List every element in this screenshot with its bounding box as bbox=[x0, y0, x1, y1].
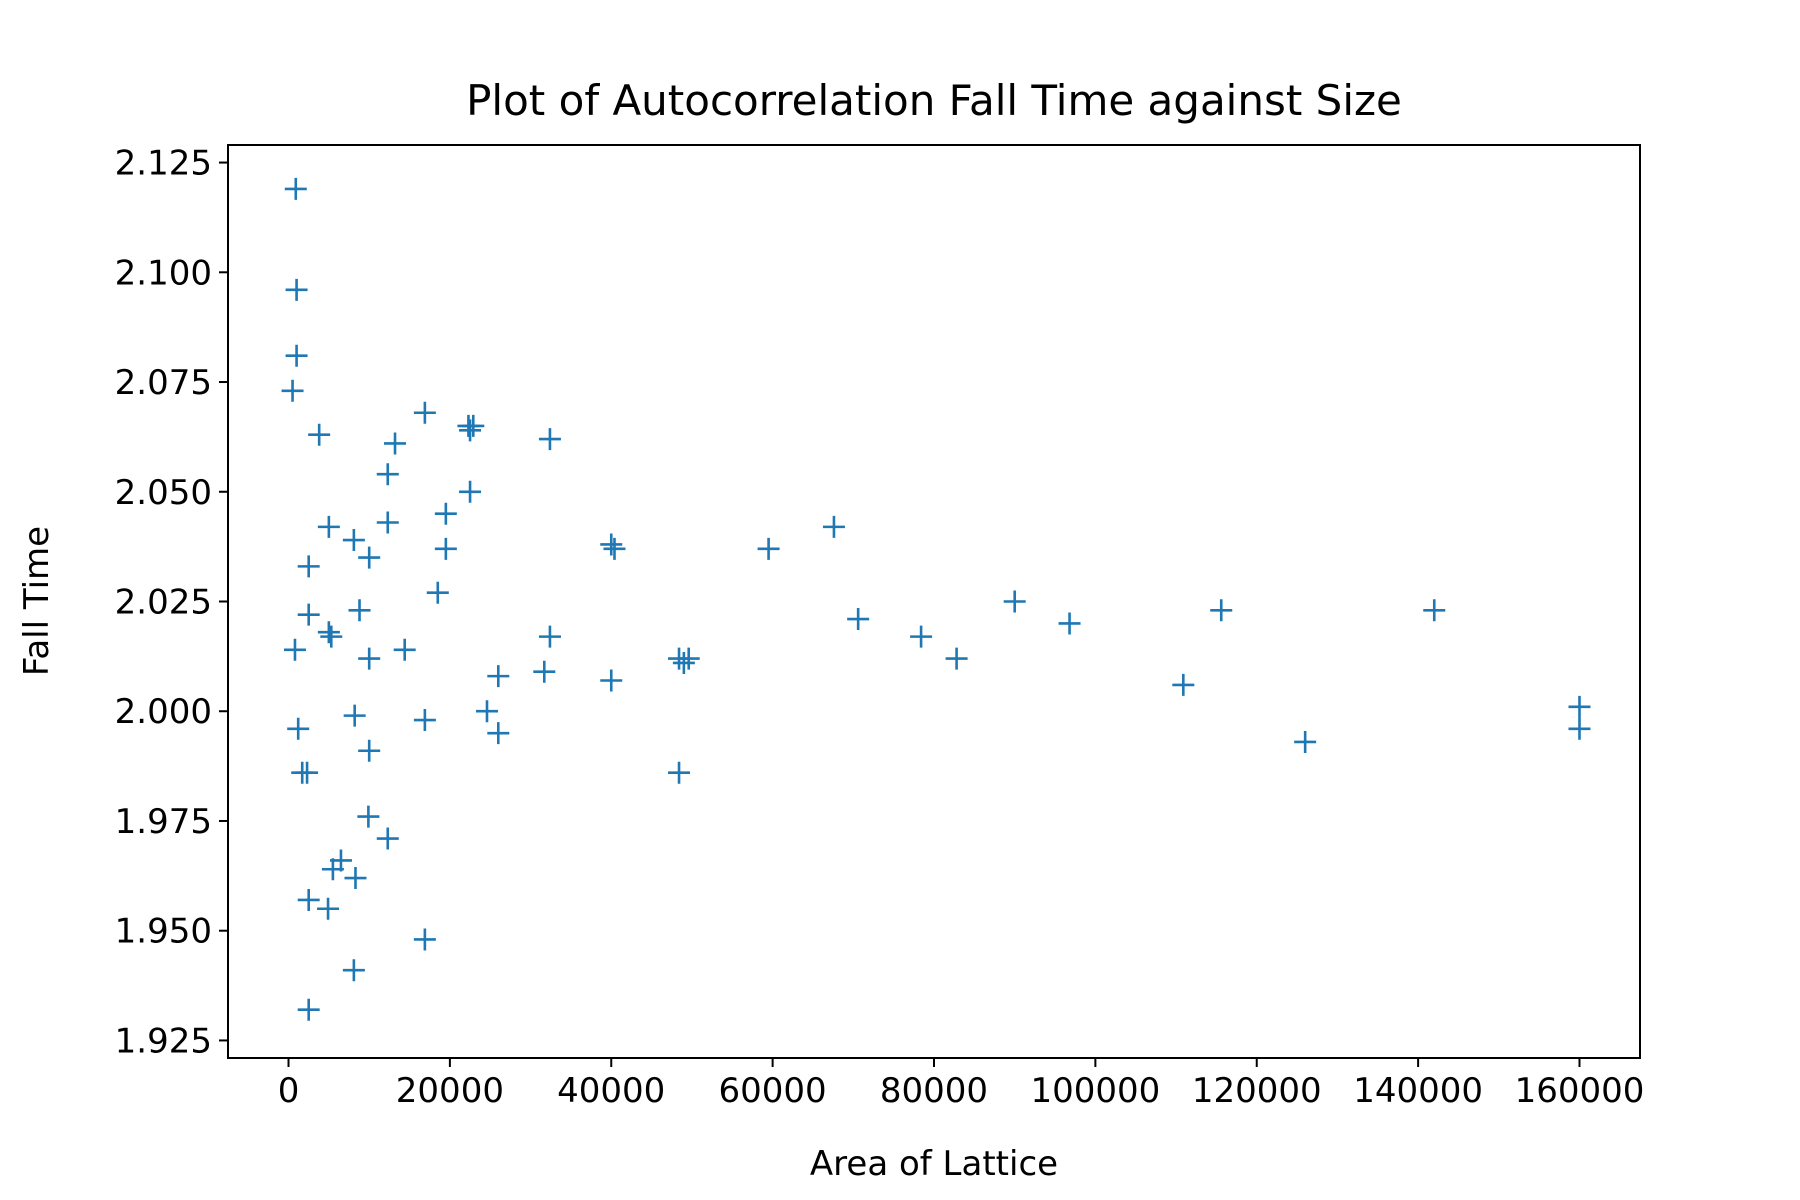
data-point bbox=[308, 423, 331, 446]
data-point bbox=[434, 537, 457, 560]
data-point bbox=[297, 555, 320, 578]
data-point bbox=[344, 867, 367, 890]
x-axis-label: Area of Lattice bbox=[810, 1144, 1058, 1184]
data-point bbox=[600, 533, 623, 556]
y-tick-label: 1.975 bbox=[115, 802, 212, 842]
data-point bbox=[285, 344, 308, 367]
data-point bbox=[342, 959, 365, 982]
data-point bbox=[822, 515, 845, 538]
data-point bbox=[487, 722, 510, 745]
data-point bbox=[459, 480, 482, 503]
data-point bbox=[357, 805, 380, 828]
plot-frame bbox=[227, 144, 1641, 1059]
data-point bbox=[376, 827, 399, 850]
data-point bbox=[342, 529, 365, 552]
data-point bbox=[297, 888, 320, 911]
data-point bbox=[317, 515, 340, 538]
data-point bbox=[343, 704, 366, 727]
y-tick-label: 2.075 bbox=[115, 363, 212, 403]
data-point bbox=[358, 647, 381, 670]
data-point bbox=[296, 761, 319, 784]
y-axis-label: Fall Time bbox=[17, 526, 57, 676]
data-point bbox=[434, 502, 457, 525]
data-point bbox=[945, 647, 968, 670]
data-point bbox=[462, 414, 485, 437]
x-tick-label: 60000 bbox=[719, 1071, 827, 1111]
x-tick-label: 0 bbox=[278, 1071, 300, 1111]
data-point bbox=[393, 638, 416, 661]
data-point bbox=[677, 647, 700, 670]
y-tick-label: 2.000 bbox=[115, 692, 212, 732]
data-point bbox=[287, 717, 310, 740]
data-point bbox=[459, 419, 482, 442]
data-point bbox=[1210, 599, 1233, 622]
data-point bbox=[672, 651, 695, 674]
data-point bbox=[1568, 695, 1591, 718]
data-point bbox=[533, 660, 556, 683]
x-tick-label: 160000 bbox=[1515, 1071, 1645, 1111]
y-tick-label: 2.125 bbox=[115, 144, 212, 184]
data-points bbox=[281, 177, 1591, 1021]
data-point bbox=[476, 700, 499, 723]
data-point bbox=[376, 511, 399, 534]
x-axis-ticks: 0 20000 40000 60000 80000 100000 120000 140000 1… bbox=[278, 1058, 1645, 1111]
x-tick-label: 100000 bbox=[1030, 1071, 1160, 1111]
y-tick-label: 2.100 bbox=[115, 253, 212, 293]
data-point bbox=[285, 278, 308, 301]
y-tick-label: 1.925 bbox=[115, 1021, 212, 1061]
data-point bbox=[284, 177, 307, 200]
data-point bbox=[413, 401, 436, 424]
y-axis-ticks: 1.925 1.950 1.975 2.000 2.025 2.050 2.075 2.100… bbox=[115, 144, 228, 1061]
data-point bbox=[757, 537, 780, 560]
chart-title: Plot of Autocorrelation Fall Time agains… bbox=[466, 76, 1402, 125]
data-point bbox=[329, 849, 352, 872]
data-point bbox=[487, 665, 510, 688]
x-tick-label: 80000 bbox=[880, 1071, 988, 1111]
data-point bbox=[413, 928, 436, 951]
y-tick-label: 2.025 bbox=[115, 583, 212, 623]
data-point bbox=[348, 599, 371, 622]
data-point bbox=[1058, 612, 1081, 635]
data-point bbox=[603, 537, 626, 560]
data-point bbox=[538, 625, 561, 648]
data-point bbox=[358, 546, 381, 569]
data-point bbox=[1172, 673, 1195, 696]
data-point bbox=[1568, 717, 1591, 740]
data-point bbox=[600, 669, 623, 692]
data-point bbox=[358, 739, 381, 762]
data-point bbox=[413, 709, 436, 732]
data-point bbox=[910, 625, 933, 648]
data-point bbox=[668, 761, 691, 784]
data-point bbox=[1294, 730, 1317, 753]
data-point bbox=[426, 581, 449, 604]
data-point bbox=[317, 897, 340, 920]
x-tick-label: 120000 bbox=[1192, 1071, 1322, 1111]
data-point bbox=[376, 463, 399, 486]
data-point bbox=[1003, 590, 1026, 613]
x-tick-label: 140000 bbox=[1353, 1071, 1483, 1111]
data-point bbox=[297, 603, 320, 626]
data-point bbox=[317, 621, 340, 644]
data-point bbox=[283, 638, 306, 661]
y-tick-label: 1.950 bbox=[115, 912, 212, 952]
data-point bbox=[847, 608, 870, 631]
data-point bbox=[281, 379, 304, 402]
y-tick-label: 2.050 bbox=[115, 473, 212, 513]
data-point bbox=[297, 998, 320, 1021]
data-point bbox=[320, 625, 343, 648]
data-point bbox=[538, 428, 561, 451]
x-tick-label: 40000 bbox=[557, 1071, 665, 1111]
x-tick-label: 20000 bbox=[396, 1071, 504, 1111]
data-point bbox=[1423, 599, 1446, 622]
data-point bbox=[384, 432, 407, 455]
